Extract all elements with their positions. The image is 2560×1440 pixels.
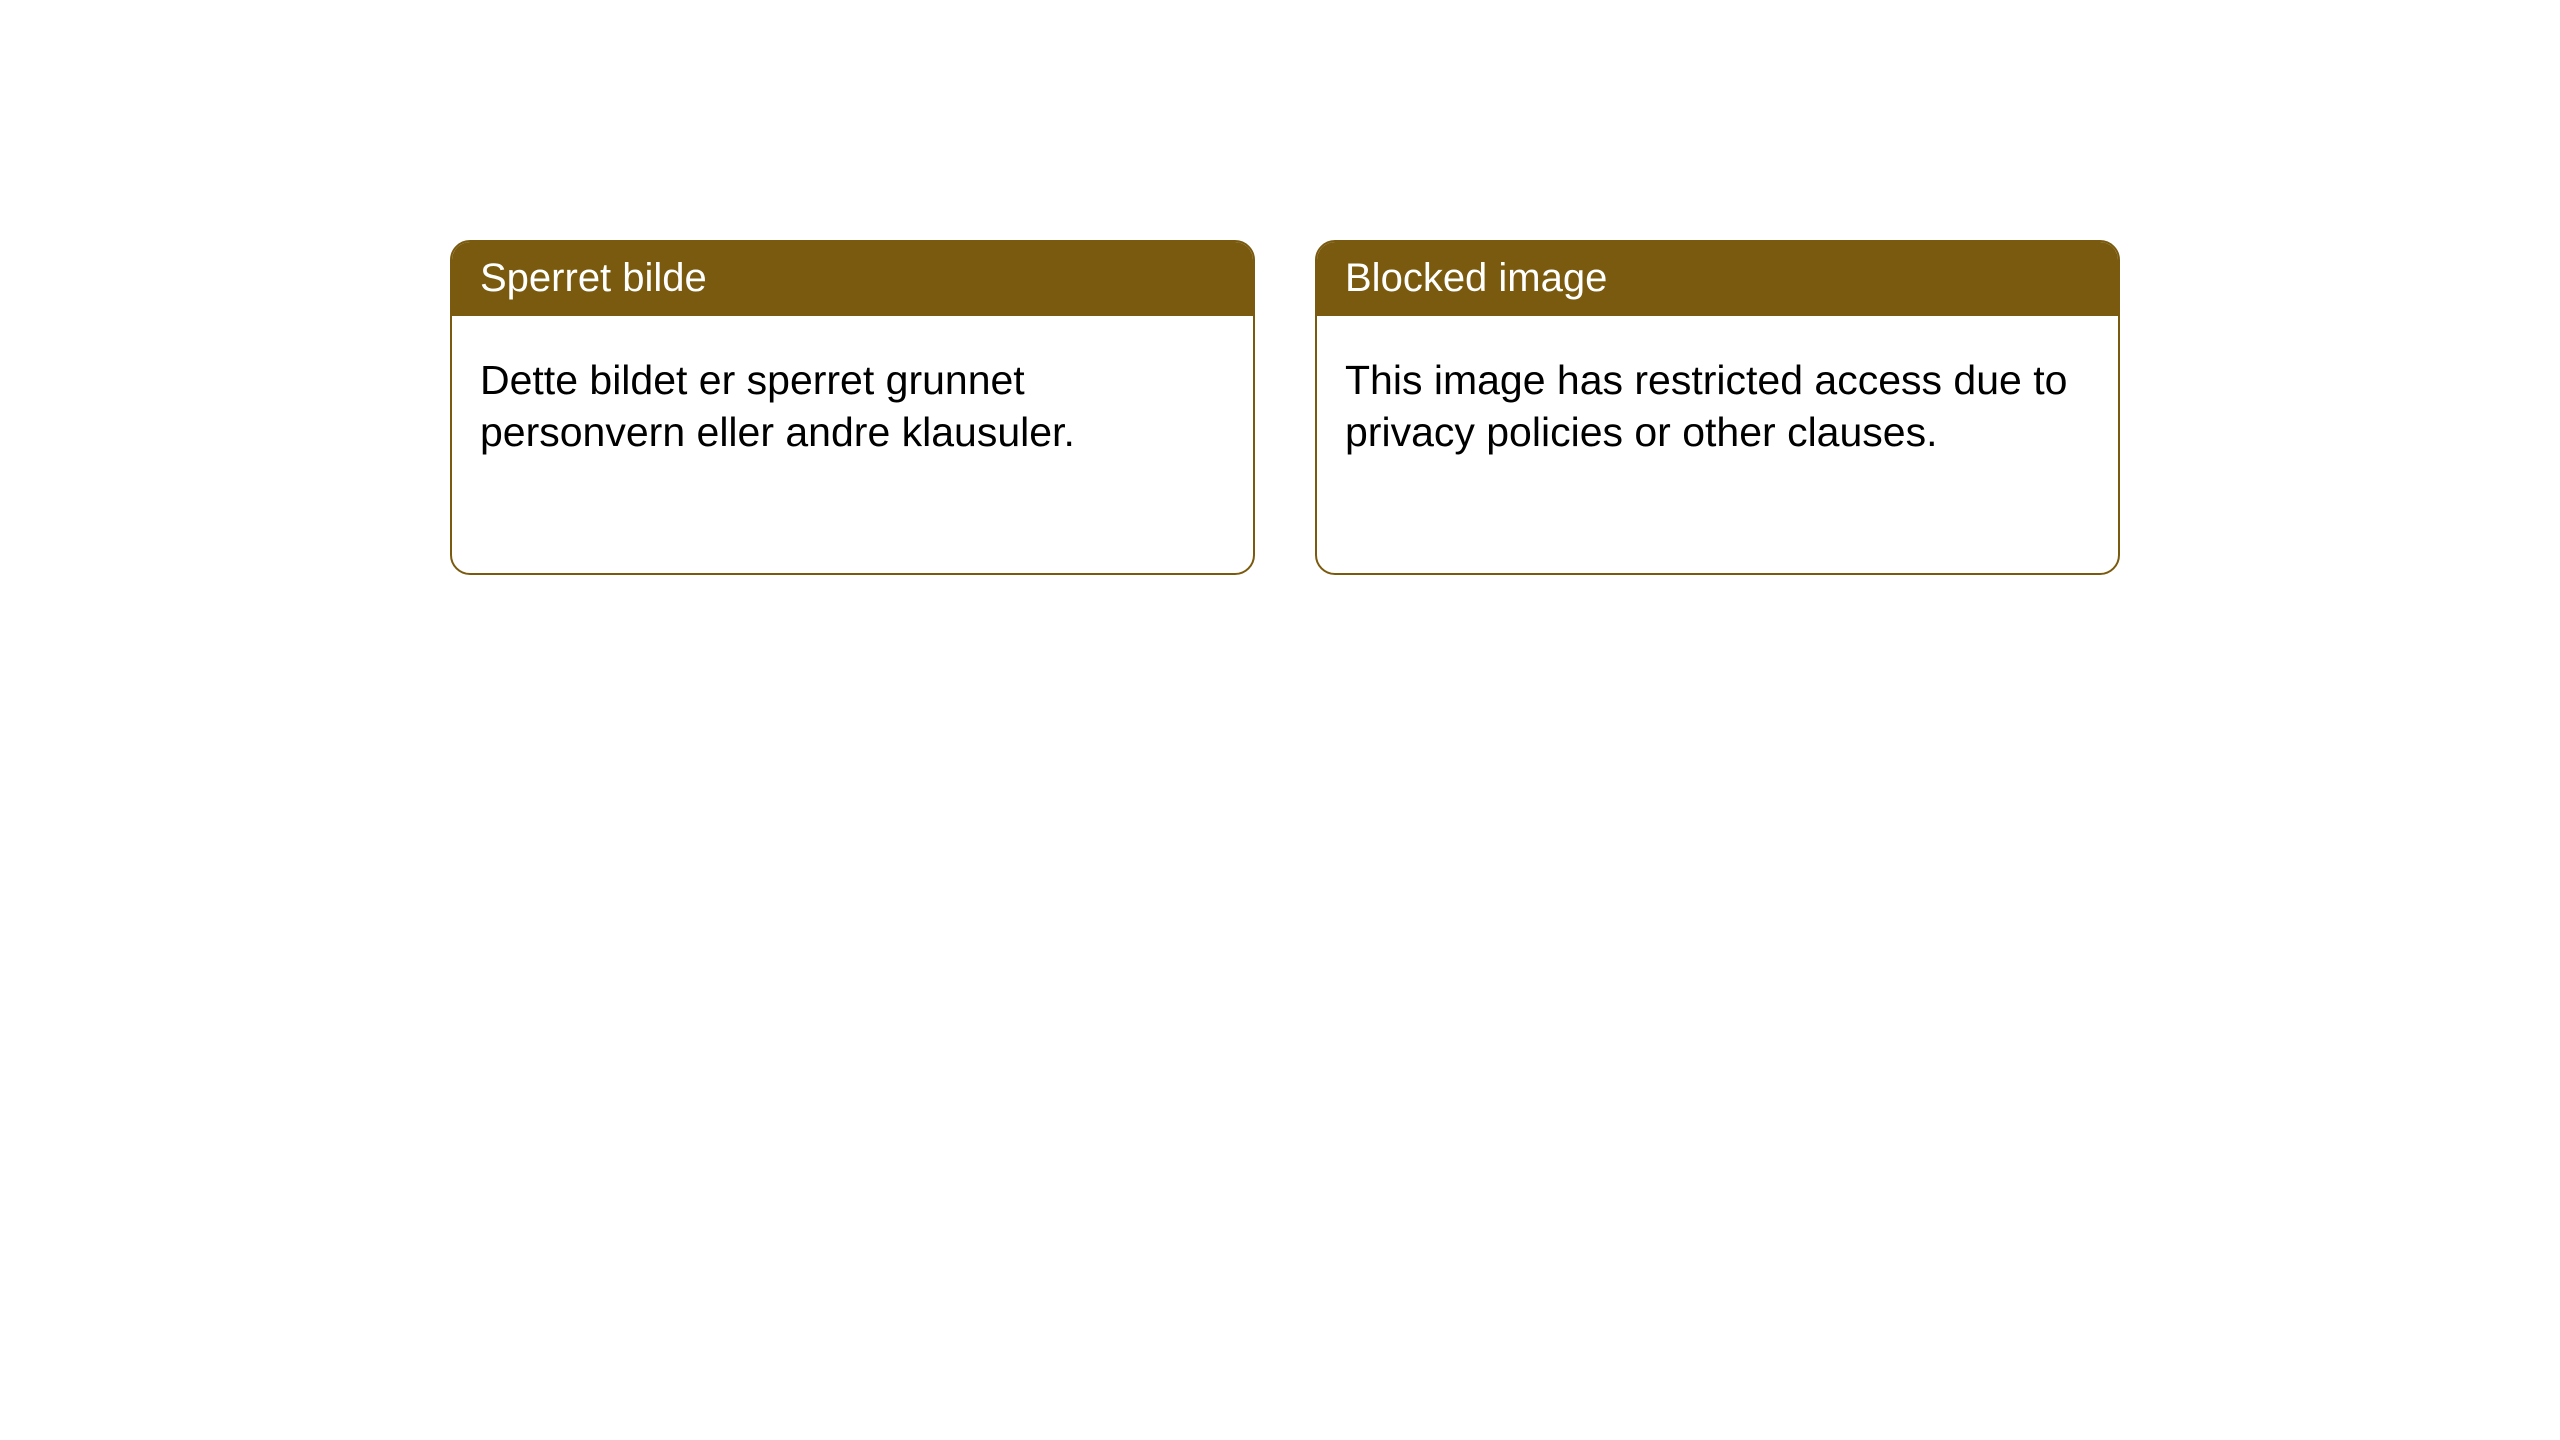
card-body-text: Dette bildet er sperret grunnet personve… — [480, 357, 1075, 455]
card-header: Blocked image — [1317, 242, 2118, 316]
notice-container: Sperret bilde Dette bildet er sperret gr… — [0, 0, 2560, 575]
card-body-text: This image has restricted access due to … — [1345, 357, 2067, 455]
notice-card-english: Blocked image This image has restricted … — [1315, 240, 2120, 575]
card-body: Dette bildet er sperret grunnet personve… — [452, 316, 1253, 487]
notice-card-norwegian: Sperret bilde Dette bildet er sperret gr… — [450, 240, 1255, 575]
card-header-text: Blocked image — [1345, 256, 1607, 300]
card-header-text: Sperret bilde — [480, 256, 707, 300]
card-header: Sperret bilde — [452, 242, 1253, 316]
card-body: This image has restricted access due to … — [1317, 316, 2118, 487]
